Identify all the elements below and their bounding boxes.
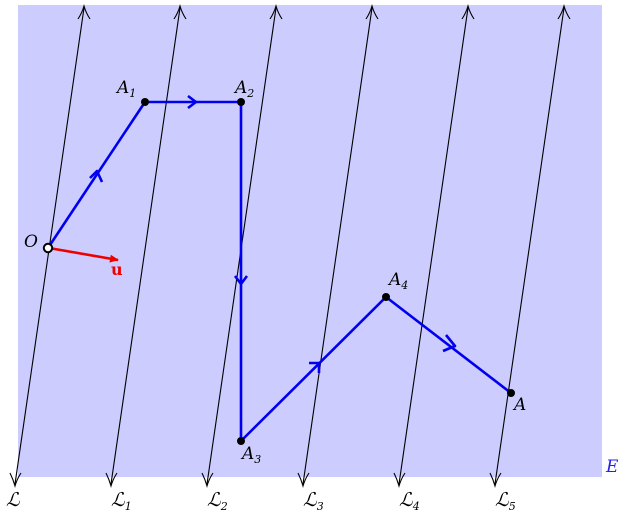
- path-arrow-4: [309, 361, 321, 373]
- line-L4: [393, 3, 475, 489]
- vector-u: [48, 246, 119, 263]
- line-L5: [489, 3, 571, 489]
- label-line-L4: ℒ4: [399, 489, 420, 512]
- point-A4: [382, 293, 390, 301]
- point-A3: [237, 437, 245, 445]
- path-arrow-1: [89, 169, 104, 183]
- point-O: [42, 242, 54, 254]
- label-A: A: [512, 395, 526, 415]
- point-A2: [237, 98, 245, 106]
- plane-region: [18, 5, 602, 477]
- point-A1: [141, 98, 149, 106]
- label-u: u: [111, 260, 123, 279]
- label-A1: A1: [115, 78, 136, 100]
- points: [42, 98, 515, 445]
- label-O: O: [24, 232, 38, 252]
- parallel-lines: [9, 3, 571, 489]
- line-L1: [105, 3, 187, 489]
- point-A: [507, 389, 515, 397]
- label-line-L5: ℒ5: [495, 489, 516, 512]
- label-line-L1: ℒ1: [111, 489, 132, 512]
- label-plane-E: E: [605, 457, 618, 477]
- line-L3: [297, 3, 379, 489]
- path-arrow-2: [187, 94, 198, 110]
- label-line-L3: ℒ3: [303, 489, 324, 512]
- blue-path: [46, 94, 512, 443]
- label-line-L: ℒ: [6, 489, 21, 511]
- label-A3: A3: [240, 444, 261, 466]
- label-A2: A2: [233, 78, 254, 100]
- path-arrow-3: [233, 275, 249, 286]
- label-line-L2: ℒ2: [207, 489, 228, 512]
- label-A4: A4: [387, 270, 408, 292]
- path-arrow-5: [442, 334, 457, 353]
